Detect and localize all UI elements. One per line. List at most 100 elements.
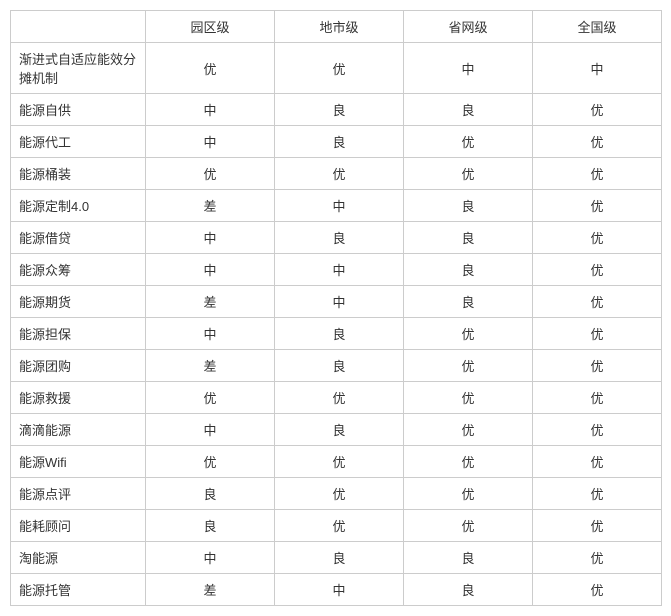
row-label: 能源代工: [11, 126, 146, 158]
row-label: 渐进式自适应能效分摊机制: [11, 43, 146, 94]
rating-table: 园区级 地市级 省网级 全国级 渐进式自适应能效分摊机制优优中中能源自供中良良优…: [10, 10, 662, 606]
data-cell: 中: [275, 254, 404, 286]
data-cell: 优: [533, 510, 662, 542]
data-cell: 优: [533, 350, 662, 382]
table-row: 能源点评良优优优: [11, 478, 662, 510]
data-cell: 优: [533, 286, 662, 318]
data-cell: 良: [275, 126, 404, 158]
data-cell: 良: [404, 94, 533, 126]
table-row: 能源团购差良优优: [11, 350, 662, 382]
data-cell: 优: [146, 382, 275, 414]
row-label: 能源期货: [11, 286, 146, 318]
data-cell: 优: [533, 414, 662, 446]
header-empty: [11, 11, 146, 43]
table-row: 能源借贷中良良优: [11, 222, 662, 254]
data-cell: 优: [404, 446, 533, 478]
data-cell: 良: [404, 286, 533, 318]
row-label: 能源救援: [11, 382, 146, 414]
data-cell: 良: [275, 414, 404, 446]
data-cell: 优: [404, 318, 533, 350]
table-header-row: 园区级 地市级 省网级 全国级: [11, 11, 662, 43]
data-cell: 优: [533, 382, 662, 414]
data-cell: 优: [146, 43, 275, 94]
data-cell: 优: [146, 158, 275, 190]
row-label: 能源团购: [11, 350, 146, 382]
row-label: 能源自供: [11, 94, 146, 126]
data-cell: 优: [533, 158, 662, 190]
row-label: 能源担保: [11, 318, 146, 350]
data-cell: 差: [146, 286, 275, 318]
data-cell: 优: [533, 254, 662, 286]
data-cell: 中: [146, 94, 275, 126]
row-label: 能源Wifi: [11, 446, 146, 478]
data-cell: 优: [533, 222, 662, 254]
data-cell: 良: [404, 190, 533, 222]
row-label: 能源众筹: [11, 254, 146, 286]
data-cell: 中: [146, 254, 275, 286]
data-cell: 良: [146, 478, 275, 510]
data-cell: 良: [275, 350, 404, 382]
data-cell: 中: [146, 222, 275, 254]
table-row: 能源桶装优优优优: [11, 158, 662, 190]
data-cell: 中: [533, 43, 662, 94]
data-cell: 中: [146, 318, 275, 350]
data-cell: 良: [404, 542, 533, 574]
table-row: 能源救援优优优优: [11, 382, 662, 414]
row-label: 能源桶装: [11, 158, 146, 190]
data-cell: 差: [146, 190, 275, 222]
table-row: 能源代工中良优优: [11, 126, 662, 158]
data-cell: 中: [146, 542, 275, 574]
data-cell: 良: [275, 222, 404, 254]
table-row: 能源期货差中良优: [11, 286, 662, 318]
table-row: 滴滴能源中良优优: [11, 414, 662, 446]
data-cell: 良: [404, 254, 533, 286]
header-col-4: 全国级: [533, 11, 662, 43]
data-cell: 优: [533, 478, 662, 510]
table-row: 能源自供中良良优: [11, 94, 662, 126]
table-row: 能源定制4.0差中良优: [11, 190, 662, 222]
row-label: 能耗顾问: [11, 510, 146, 542]
table-row: 能源Wifi优优优优: [11, 446, 662, 478]
data-cell: 优: [533, 318, 662, 350]
data-cell: 优: [533, 574, 662, 606]
data-cell: 差: [146, 350, 275, 382]
data-cell: 良: [404, 574, 533, 606]
data-cell: 良: [146, 510, 275, 542]
table-row: 能耗顾问良优优优: [11, 510, 662, 542]
data-cell: 优: [275, 510, 404, 542]
data-cell: 优: [404, 414, 533, 446]
table-row: 淘能源中良良优: [11, 542, 662, 574]
data-cell: 优: [533, 446, 662, 478]
data-cell: 优: [275, 382, 404, 414]
data-cell: 优: [404, 126, 533, 158]
data-cell: 中: [404, 43, 533, 94]
data-cell: 优: [404, 510, 533, 542]
data-cell: 中: [275, 574, 404, 606]
data-cell: 优: [533, 542, 662, 574]
row-label: 能源点评: [11, 478, 146, 510]
data-cell: 优: [533, 94, 662, 126]
data-cell: 中: [146, 126, 275, 158]
data-cell: 良: [275, 318, 404, 350]
data-cell: 良: [275, 542, 404, 574]
row-label: 能源定制4.0: [11, 190, 146, 222]
header-col-2: 地市级: [275, 11, 404, 43]
header-col-1: 园区级: [146, 11, 275, 43]
data-cell: 优: [275, 446, 404, 478]
data-cell: 良: [275, 94, 404, 126]
row-label: 滴滴能源: [11, 414, 146, 446]
row-label: 能源借贷: [11, 222, 146, 254]
data-cell: 优: [533, 190, 662, 222]
data-cell: 中: [275, 190, 404, 222]
data-cell: 优: [404, 350, 533, 382]
header-col-3: 省网级: [404, 11, 533, 43]
data-cell: 中: [275, 286, 404, 318]
data-cell: 优: [404, 478, 533, 510]
data-cell: 差: [146, 574, 275, 606]
row-label: 能源托管: [11, 574, 146, 606]
data-cell: 良: [404, 222, 533, 254]
table-body: 渐进式自适应能效分摊机制优优中中能源自供中良良优能源代工中良优优能源桶装优优优优…: [11, 43, 662, 606]
data-cell: 优: [404, 382, 533, 414]
data-cell: 优: [404, 158, 533, 190]
table-row: 能源众筹中中良优: [11, 254, 662, 286]
